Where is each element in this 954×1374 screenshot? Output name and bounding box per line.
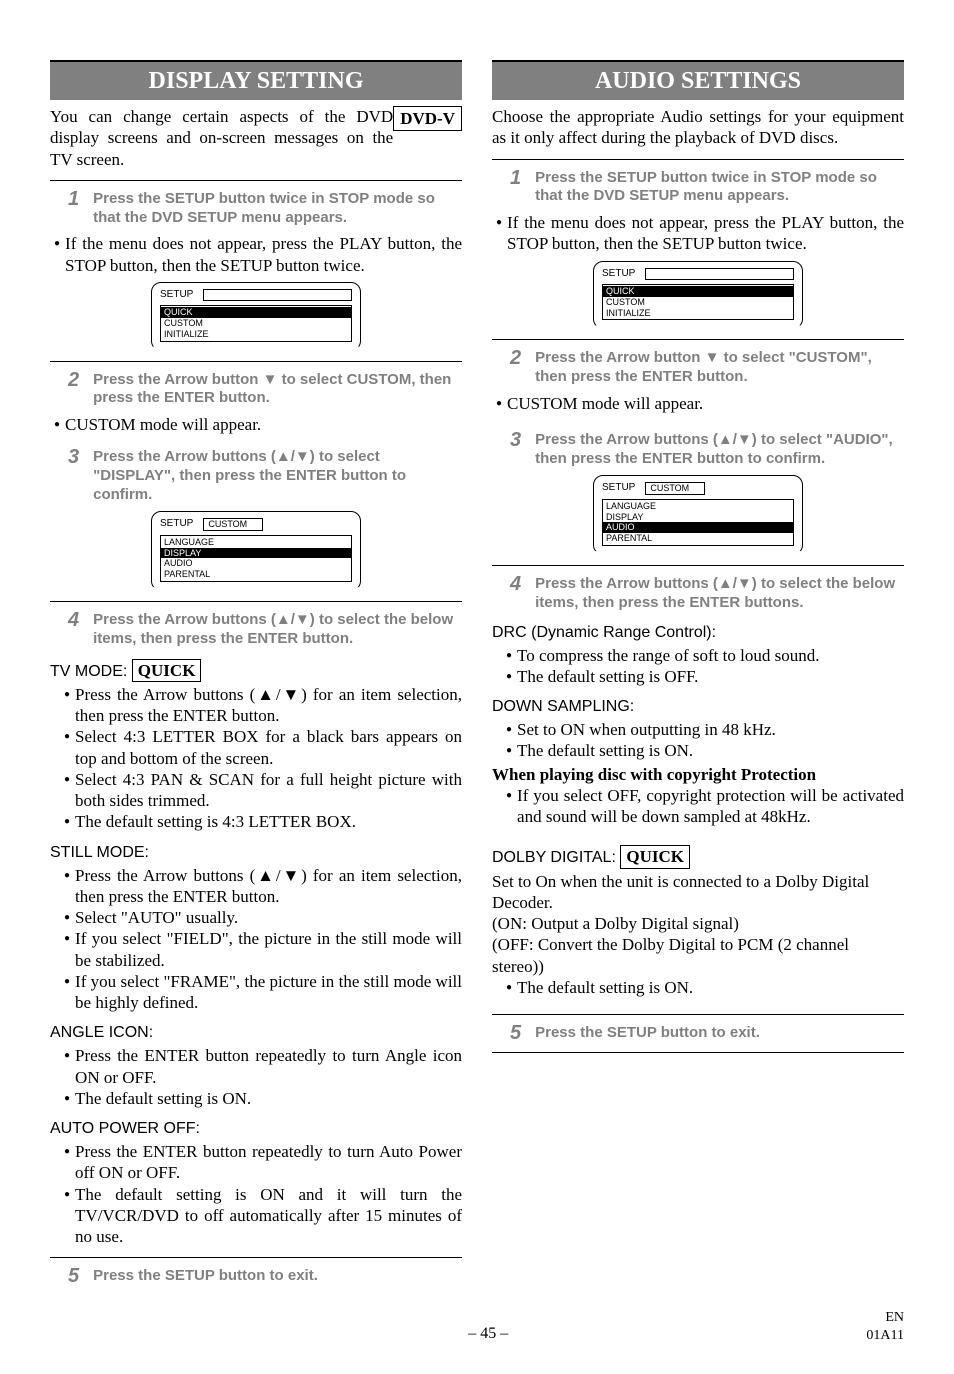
angle-icon-heading: ANGLE ICON: [50, 1023, 462, 1043]
step-text: Press the Arrow buttons (▲/▼) to select … [93, 445, 462, 504]
step-text: Press the Arrow buttons (▲/▼) to select … [535, 572, 904, 613]
step-text: Press the Arrow button ▼ to select CUSTO… [93, 368, 462, 409]
copyright-heading: When playing disc with copyright Protect… [492, 764, 904, 785]
bullet: If you select "FIELD", the picture in th… [64, 928, 462, 971]
bullet: If you select OFF, copyright protection … [506, 785, 904, 828]
bullet: The default setting is 4:3 LETTER BOX. [64, 811, 462, 832]
left-step4: 4 Press the Arrow buttons (▲/▼) to selec… [50, 601, 462, 649]
step-number: 3 [68, 445, 79, 504]
bullet: Set to ON when outputting in 48 kHz. [506, 719, 904, 740]
bullet: The default setting is ON. [506, 740, 904, 761]
bullet: Select "AUTO" usually. [64, 907, 462, 928]
display-setting-header: DISPLAY SETTING [50, 60, 462, 100]
osd-setup-menu: SETUP QUICK CUSTOM INITIALIZE [151, 282, 361, 351]
right-step2: 2 Press the Arrow button ▼ to select "CU… [492, 339, 904, 387]
auto-power-heading: AUTO POWER OFF: [50, 1119, 462, 1139]
audio-settings-header: AUDIO SETTINGS [492, 60, 904, 100]
quick-badge: QUICK [132, 659, 202, 682]
step-text: Press the Arrow buttons (▲/▼) to select … [93, 608, 462, 649]
step-number: 1 [68, 187, 79, 228]
audio-intro: Choose the appropriate Audio settings fo… [492, 106, 904, 149]
left-step5: 5 Press the SETUP button to exit. [50, 1257, 462, 1289]
tv-mode-heading: TV MODE: QUICK [50, 659, 462, 682]
right-column: AUDIO SETTINGS Choose the appropriate Au… [492, 60, 904, 1295]
bullet: Press the ENTER button repeatedly to tur… [64, 1045, 462, 1088]
page-footer: – 45 – EN01A11 [50, 1309, 904, 1344]
bullet: Select 4:3 PAN & SCAN for a full height … [64, 769, 462, 812]
bullet: If the menu does not appear, press the P… [496, 212, 904, 255]
bullet: If you select "FRAME", the picture in th… [64, 971, 462, 1014]
step-text: Press the SETUP button to exit. [93, 1264, 318, 1289]
osd-setup-menu: SETUP QUICK CUSTOM INITIALIZE [593, 261, 803, 330]
right-step4: 4 Press the Arrow buttons (▲/▼) to selec… [492, 565, 904, 613]
step-text: Press the SETUP button twice in STOP mod… [535, 166, 904, 207]
bullet: The default setting is ON. [506, 977, 904, 998]
bullet: The default setting is ON. [64, 1088, 462, 1109]
step-number: 3 [510, 428, 521, 469]
dolby-text: (ON: Output a Dolby Digital signal) [492, 913, 904, 934]
step-text: Press the SETUP button twice in STOP mod… [93, 187, 462, 228]
down-sampling-heading: DOWN SAMPLING: [492, 697, 904, 717]
step-number: 5 [68, 1264, 79, 1289]
dolby-text: (OFF: Convert the Dolby Digital to PCM (… [492, 934, 904, 977]
osd-custom-menu: SETUP CUSTOM LANGUAGE DISPLAY AUDIO PARE… [593, 475, 803, 555]
step-number: 2 [510, 346, 521, 387]
osd-custom-menu: SETUP CUSTOM LANGUAGE DISPLAY AUDIO PARE… [151, 511, 361, 591]
bullet: Press the Arrow buttons (▲/▼) for an ite… [64, 865, 462, 908]
footer-code: EN01A11 [866, 1309, 904, 1344]
step-number: 1 [510, 166, 521, 207]
bullet: If the menu does not appear, press the P… [54, 233, 462, 276]
bullet: CUSTOM mode will appear. [496, 393, 904, 414]
bullet: Press the Arrow buttons (▲/▼) for an ite… [64, 684, 462, 727]
left-step1: 1 Press the SETUP button twice in STOP m… [50, 180, 462, 228]
dolby-text: Set to On when the unit is connected to … [492, 871, 904, 914]
dolby-heading: DOLBY DIGITAL: QUICK [492, 845, 904, 868]
page-number: – 45 – [110, 1324, 866, 1344]
dvd-v-badge: DVD-V [393, 106, 462, 131]
right-step1: 1 Press the SETUP button twice in STOP m… [492, 159, 904, 207]
bullet: Press the ENTER button repeatedly to tur… [64, 1141, 462, 1184]
step-number: 5 [510, 1021, 521, 1046]
step-text: Press the Arrow button ▼ to select "CUST… [535, 346, 904, 387]
bullet: Select 4:3 LETTER BOX for a black bars a… [64, 726, 462, 769]
bullet: The default setting is OFF. [506, 666, 904, 687]
drc-heading: DRC (Dynamic Range Control): [492, 623, 904, 643]
step-text: Press the Arrow buttons (▲/▼) to select … [535, 428, 904, 469]
step-number: 2 [68, 368, 79, 409]
still-mode-heading: STILL MODE: [50, 843, 462, 863]
quick-badge: QUICK [620, 845, 690, 868]
left-step2: 2 Press the Arrow button ▼ to select CUS… [50, 361, 462, 409]
bullet: To compress the range of soft to loud so… [506, 645, 904, 666]
step-number: 4 [510, 572, 521, 613]
step-number: 4 [68, 608, 79, 649]
left-column: DISPLAY SETTING DVD-V You can change cer… [50, 60, 462, 1295]
bullet: The default setting is ON and it will tu… [64, 1184, 462, 1248]
step-text: Press the SETUP button to exit. [535, 1021, 760, 1046]
bullet: CUSTOM mode will appear. [54, 414, 462, 435]
right-step5: 5 Press the SETUP button to exit. [492, 1014, 904, 1046]
